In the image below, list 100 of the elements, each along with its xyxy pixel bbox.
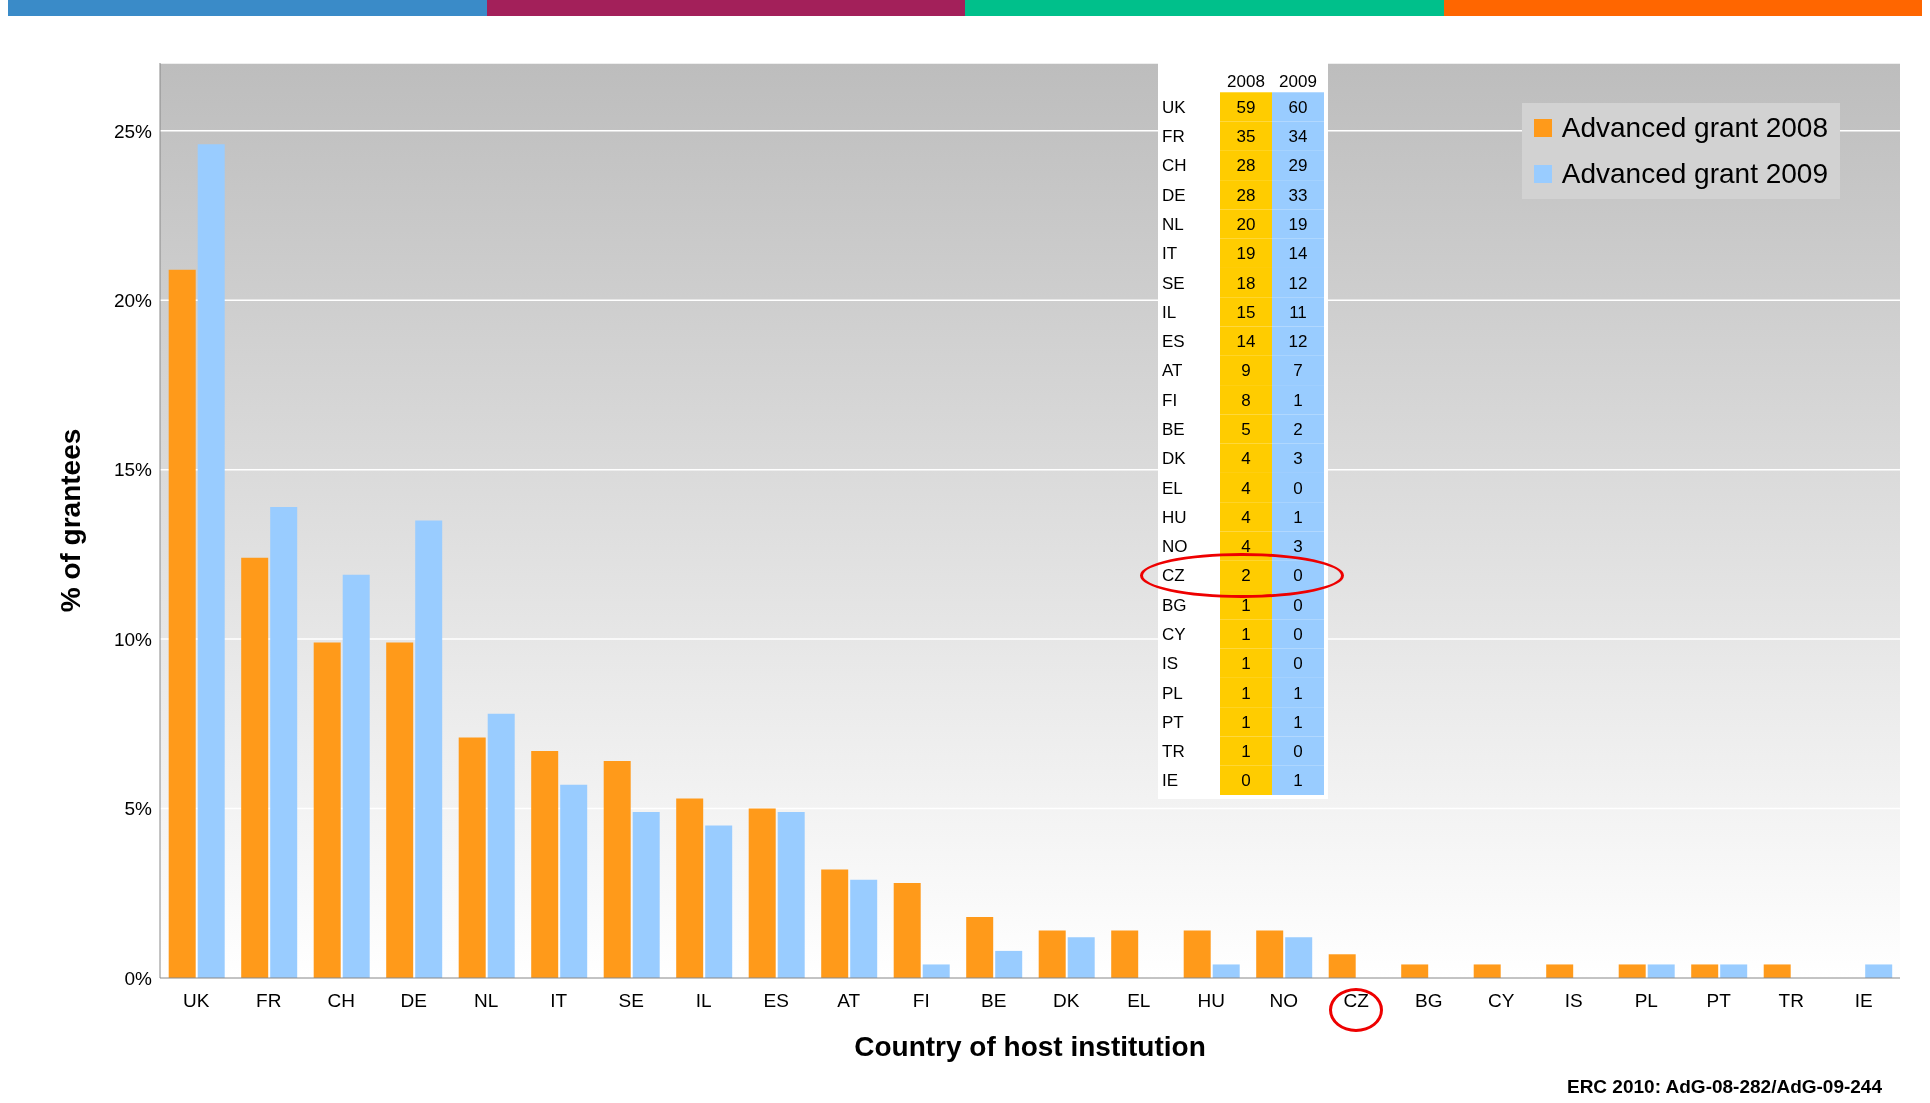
data-label: 0 <box>1293 566 1303 586</box>
data-label: 4 <box>1241 478 1251 498</box>
data-label: 1 <box>1293 507 1303 527</box>
data-label: 19 <box>1236 244 1256 264</box>
x-tick-label: CH <box>327 990 355 1012</box>
y-tick-label: IT <box>1162 244 1178 264</box>
x-tick-label: UK <box>183 990 210 1012</box>
data-label: 33 <box>1288 185 1308 205</box>
y-tick-label: 0% <box>124 967 153 989</box>
data-label: 29 <box>1288 156 1308 176</box>
data-label: 12 <box>1288 332 1308 352</box>
x-tick-label: ES <box>763 990 789 1012</box>
y-tick-label: PL <box>1162 683 1183 703</box>
x-tick-label: NL <box>474 990 499 1012</box>
bar <box>415 520 443 978</box>
y-tick-label: DK <box>1162 449 1187 469</box>
bar <box>1183 930 1211 978</box>
data-label: 0 <box>1293 478 1303 498</box>
bar <box>1067 937 1095 978</box>
data-label: 8 <box>1241 390 1251 410</box>
bar <box>995 950 1023 978</box>
bar <box>1691 964 1719 978</box>
data-label: 19 <box>1288 215 1308 235</box>
data-label: 15 <box>1236 302 1256 322</box>
bar <box>1111 930 1139 978</box>
data-label: 1 <box>1293 712 1303 732</box>
text: ERC 2010: AdG-08-282/AdG-09-244 <box>1566 1076 1882 1098</box>
y-tick-label: 15% <box>113 459 153 481</box>
bar <box>1285 937 1313 978</box>
data-label: 14 <box>1288 244 1308 264</box>
x-axis-title: Country of host institution <box>854 1030 1206 1062</box>
data-label: 0 <box>1293 595 1303 615</box>
bar <box>560 784 588 978</box>
bar <box>1256 930 1284 978</box>
y-tick-label: CH <box>1162 156 1187 176</box>
data-label: 14 <box>1236 332 1256 352</box>
data-label: 2 <box>1241 566 1251 586</box>
bar <box>270 506 298 978</box>
bar <box>1401 964 1429 978</box>
x-tick-label: 2009 <box>1279 72 1317 92</box>
data-label: 12 <box>1288 273 1308 293</box>
y-tick-label: 20% <box>113 289 153 311</box>
data-label: 4 <box>1241 507 1251 527</box>
data-label: 1 <box>1293 390 1303 410</box>
data-label: 1 <box>1241 742 1251 762</box>
bar <box>893 883 921 978</box>
x-tick-label: 2008 <box>1227 72 1265 92</box>
bar <box>241 557 269 978</box>
bar <box>1328 954 1356 978</box>
y-tick-label: EL <box>1162 478 1183 498</box>
data-label: 7 <box>1293 361 1303 381</box>
data-label: 9 <box>1241 361 1251 381</box>
bar <box>1647 964 1675 978</box>
legend-label: Advanced grant 2008 <box>1561 112 1828 144</box>
y-tick-label: 25% <box>113 120 153 142</box>
y-tick-label: NL <box>1162 215 1184 235</box>
y-tick-label: IL <box>1162 302 1177 322</box>
y-tick-label: FR <box>1162 127 1185 147</box>
data-label: 35 <box>1236 127 1256 147</box>
x-tick-label: NO <box>1269 990 1298 1012</box>
y-tick-label: CZ <box>1162 566 1185 586</box>
bar <box>487 713 515 978</box>
bar <box>313 642 341 978</box>
x-tick-label: PT <box>1706 990 1732 1012</box>
x-tick-label: IL <box>695 990 712 1012</box>
y-tick-label: NO <box>1162 537 1188 557</box>
data-label: 3 <box>1293 537 1303 557</box>
bar <box>1473 964 1501 978</box>
data-label: 2 <box>1293 420 1303 439</box>
y-tick-label: IS <box>1162 654 1179 674</box>
y-tick-label: ES <box>1162 332 1185 352</box>
data-label: 18 <box>1236 273 1256 293</box>
x-tick-label: EL <box>1127 990 1151 1012</box>
data-label: 1 <box>1241 654 1251 674</box>
bar <box>1865 964 1893 978</box>
bar <box>603 761 631 978</box>
data-label: 28 <box>1236 185 1256 205</box>
data-label: 0 <box>1241 771 1251 791</box>
x-tick-label: CY <box>1488 990 1515 1012</box>
data-label: 11 <box>1289 302 1307 322</box>
data-label: 20 <box>1236 215 1256 235</box>
data-label: 1 <box>1241 624 1251 644</box>
y-tick-label: PT <box>1162 712 1184 732</box>
x-tick-label: FR <box>256 990 282 1012</box>
y-tick-label: 10% <box>113 628 153 650</box>
bar <box>777 811 805 978</box>
bar <box>1038 930 1066 978</box>
bar <box>821 869 849 978</box>
bar <box>1763 964 1791 978</box>
x-tick-label: DE <box>400 990 427 1012</box>
bar <box>922 964 950 978</box>
data-label: 1 <box>1241 595 1251 615</box>
y-tick-label: SE <box>1162 273 1185 293</box>
data-label: 0 <box>1293 654 1303 674</box>
bar <box>966 917 994 978</box>
x-tick-label: HU <box>1197 990 1225 1012</box>
data-label: 1 <box>1241 683 1251 703</box>
bar <box>1720 964 1748 978</box>
bar <box>705 825 733 978</box>
x-tick-label: AT <box>837 990 861 1012</box>
